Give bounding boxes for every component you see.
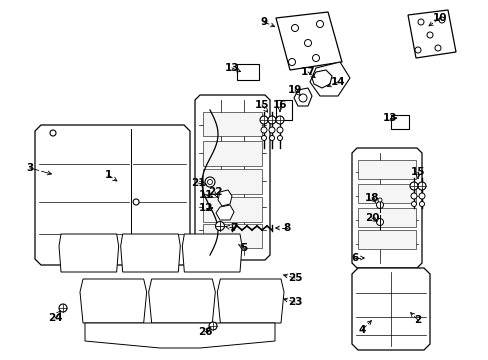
Polygon shape xyxy=(275,12,341,70)
Text: 12: 12 xyxy=(198,203,213,213)
Text: 10: 10 xyxy=(432,13,447,23)
Circle shape xyxy=(261,127,266,133)
Text: 24: 24 xyxy=(48,313,62,323)
Polygon shape xyxy=(309,62,349,96)
Circle shape xyxy=(418,193,424,199)
Polygon shape xyxy=(35,125,190,265)
Text: 18: 18 xyxy=(364,193,379,203)
Text: 5: 5 xyxy=(240,243,247,253)
Text: 17: 17 xyxy=(300,67,315,77)
Polygon shape xyxy=(216,205,234,220)
Circle shape xyxy=(376,219,383,225)
Polygon shape xyxy=(407,10,455,58)
Circle shape xyxy=(291,24,298,31)
Circle shape xyxy=(410,193,416,199)
Circle shape xyxy=(59,304,67,312)
Text: 26: 26 xyxy=(197,327,212,337)
Text: 14: 14 xyxy=(330,77,345,87)
Bar xyxy=(203,112,262,136)
Text: 23: 23 xyxy=(287,297,302,307)
Circle shape xyxy=(312,54,319,62)
Circle shape xyxy=(275,116,284,124)
Bar xyxy=(357,230,415,249)
Circle shape xyxy=(409,182,417,190)
Circle shape xyxy=(208,322,217,330)
Text: 11: 11 xyxy=(198,190,213,200)
Text: 1: 1 xyxy=(104,170,111,180)
Polygon shape xyxy=(218,190,231,206)
Text: 22: 22 xyxy=(207,187,222,197)
Text: 6: 6 xyxy=(351,253,358,263)
Polygon shape xyxy=(351,148,421,268)
Polygon shape xyxy=(148,279,215,323)
Polygon shape xyxy=(182,234,242,272)
Circle shape xyxy=(438,17,444,23)
Polygon shape xyxy=(351,268,429,350)
Polygon shape xyxy=(390,115,408,129)
Text: 13: 13 xyxy=(224,63,239,73)
Circle shape xyxy=(377,198,381,202)
Circle shape xyxy=(417,19,423,25)
Circle shape xyxy=(277,135,282,140)
Circle shape xyxy=(298,94,306,102)
Bar xyxy=(357,184,415,203)
Text: 9: 9 xyxy=(260,17,267,27)
Text: 16: 16 xyxy=(272,100,286,110)
Circle shape xyxy=(267,116,275,124)
Polygon shape xyxy=(293,88,311,106)
Circle shape xyxy=(417,182,425,190)
Circle shape xyxy=(414,47,420,53)
Text: 15: 15 xyxy=(254,100,269,110)
Polygon shape xyxy=(85,323,274,348)
Circle shape xyxy=(215,221,224,230)
Text: 2: 2 xyxy=(413,315,421,325)
Polygon shape xyxy=(80,279,146,323)
Circle shape xyxy=(133,199,139,205)
Text: 20: 20 xyxy=(364,213,379,223)
Text: 4: 4 xyxy=(358,325,365,335)
Circle shape xyxy=(50,130,56,136)
Circle shape xyxy=(304,40,311,46)
Bar xyxy=(357,208,415,227)
Circle shape xyxy=(434,45,440,51)
Text: 19: 19 xyxy=(287,85,302,95)
Bar xyxy=(203,197,262,222)
Polygon shape xyxy=(237,64,259,80)
Text: 7: 7 xyxy=(230,223,237,233)
Polygon shape xyxy=(59,234,119,272)
Text: 13: 13 xyxy=(382,113,396,123)
Circle shape xyxy=(268,127,274,133)
Text: 3: 3 xyxy=(26,163,34,173)
Circle shape xyxy=(426,32,432,38)
Polygon shape xyxy=(121,234,180,272)
Circle shape xyxy=(411,202,416,207)
Text: 15: 15 xyxy=(410,167,425,177)
Circle shape xyxy=(269,135,274,140)
Circle shape xyxy=(261,135,266,140)
Polygon shape xyxy=(195,95,269,260)
Text: 21: 21 xyxy=(190,178,205,188)
Circle shape xyxy=(316,21,323,27)
Circle shape xyxy=(376,202,383,208)
Circle shape xyxy=(276,127,283,133)
Polygon shape xyxy=(217,279,284,323)
Polygon shape xyxy=(275,100,291,120)
Text: 25: 25 xyxy=(287,273,302,283)
Circle shape xyxy=(419,202,424,207)
Polygon shape xyxy=(311,70,331,88)
Bar xyxy=(357,160,415,179)
Circle shape xyxy=(207,180,212,184)
Bar xyxy=(203,224,262,248)
Bar xyxy=(203,169,262,194)
Text: 8: 8 xyxy=(283,223,290,233)
Circle shape xyxy=(288,58,295,66)
Circle shape xyxy=(260,116,267,124)
Circle shape xyxy=(204,177,215,187)
Bar xyxy=(203,141,262,166)
